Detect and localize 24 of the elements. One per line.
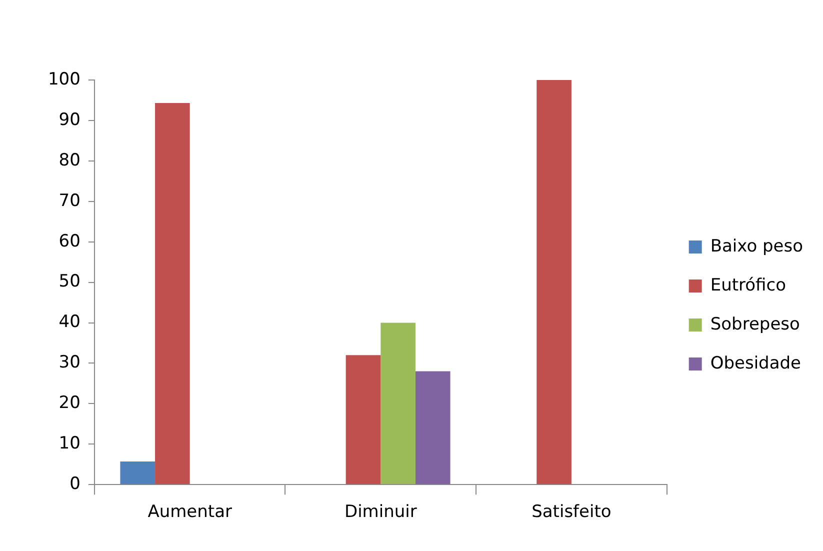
bar [120,462,156,484]
y-tick-label: 10 [58,434,80,454]
bar [536,80,572,484]
legend-label: Obesidade [710,353,802,374]
x-tick-label: Diminuir [344,502,417,522]
bar [380,322,416,484]
x-tick-label: Aumentar [148,502,232,522]
y-tick-label: 70 [58,190,80,211]
y-tick-label: 80 [58,150,80,170]
x-tick-label: Satisfeito [532,502,612,522]
y-tick-label: 30 [58,352,80,373]
y-tick-label: 50 [58,272,80,292]
y-tick-label: 40 [58,312,80,332]
y-tick-label: 0 [70,474,80,494]
legend-label: Baixo peso [710,236,804,256]
y-tick-label: 20 [58,393,80,414]
y-tick-label: 90 [58,110,80,130]
y-tick-label: 100 [48,69,80,90]
legend-label: Sobrepeso [710,314,800,334]
legend-label: Eutrófico [710,275,786,296]
bar [155,103,190,484]
y-tick-label: 60 [58,231,80,252]
bar [346,355,381,484]
bar [415,371,450,484]
